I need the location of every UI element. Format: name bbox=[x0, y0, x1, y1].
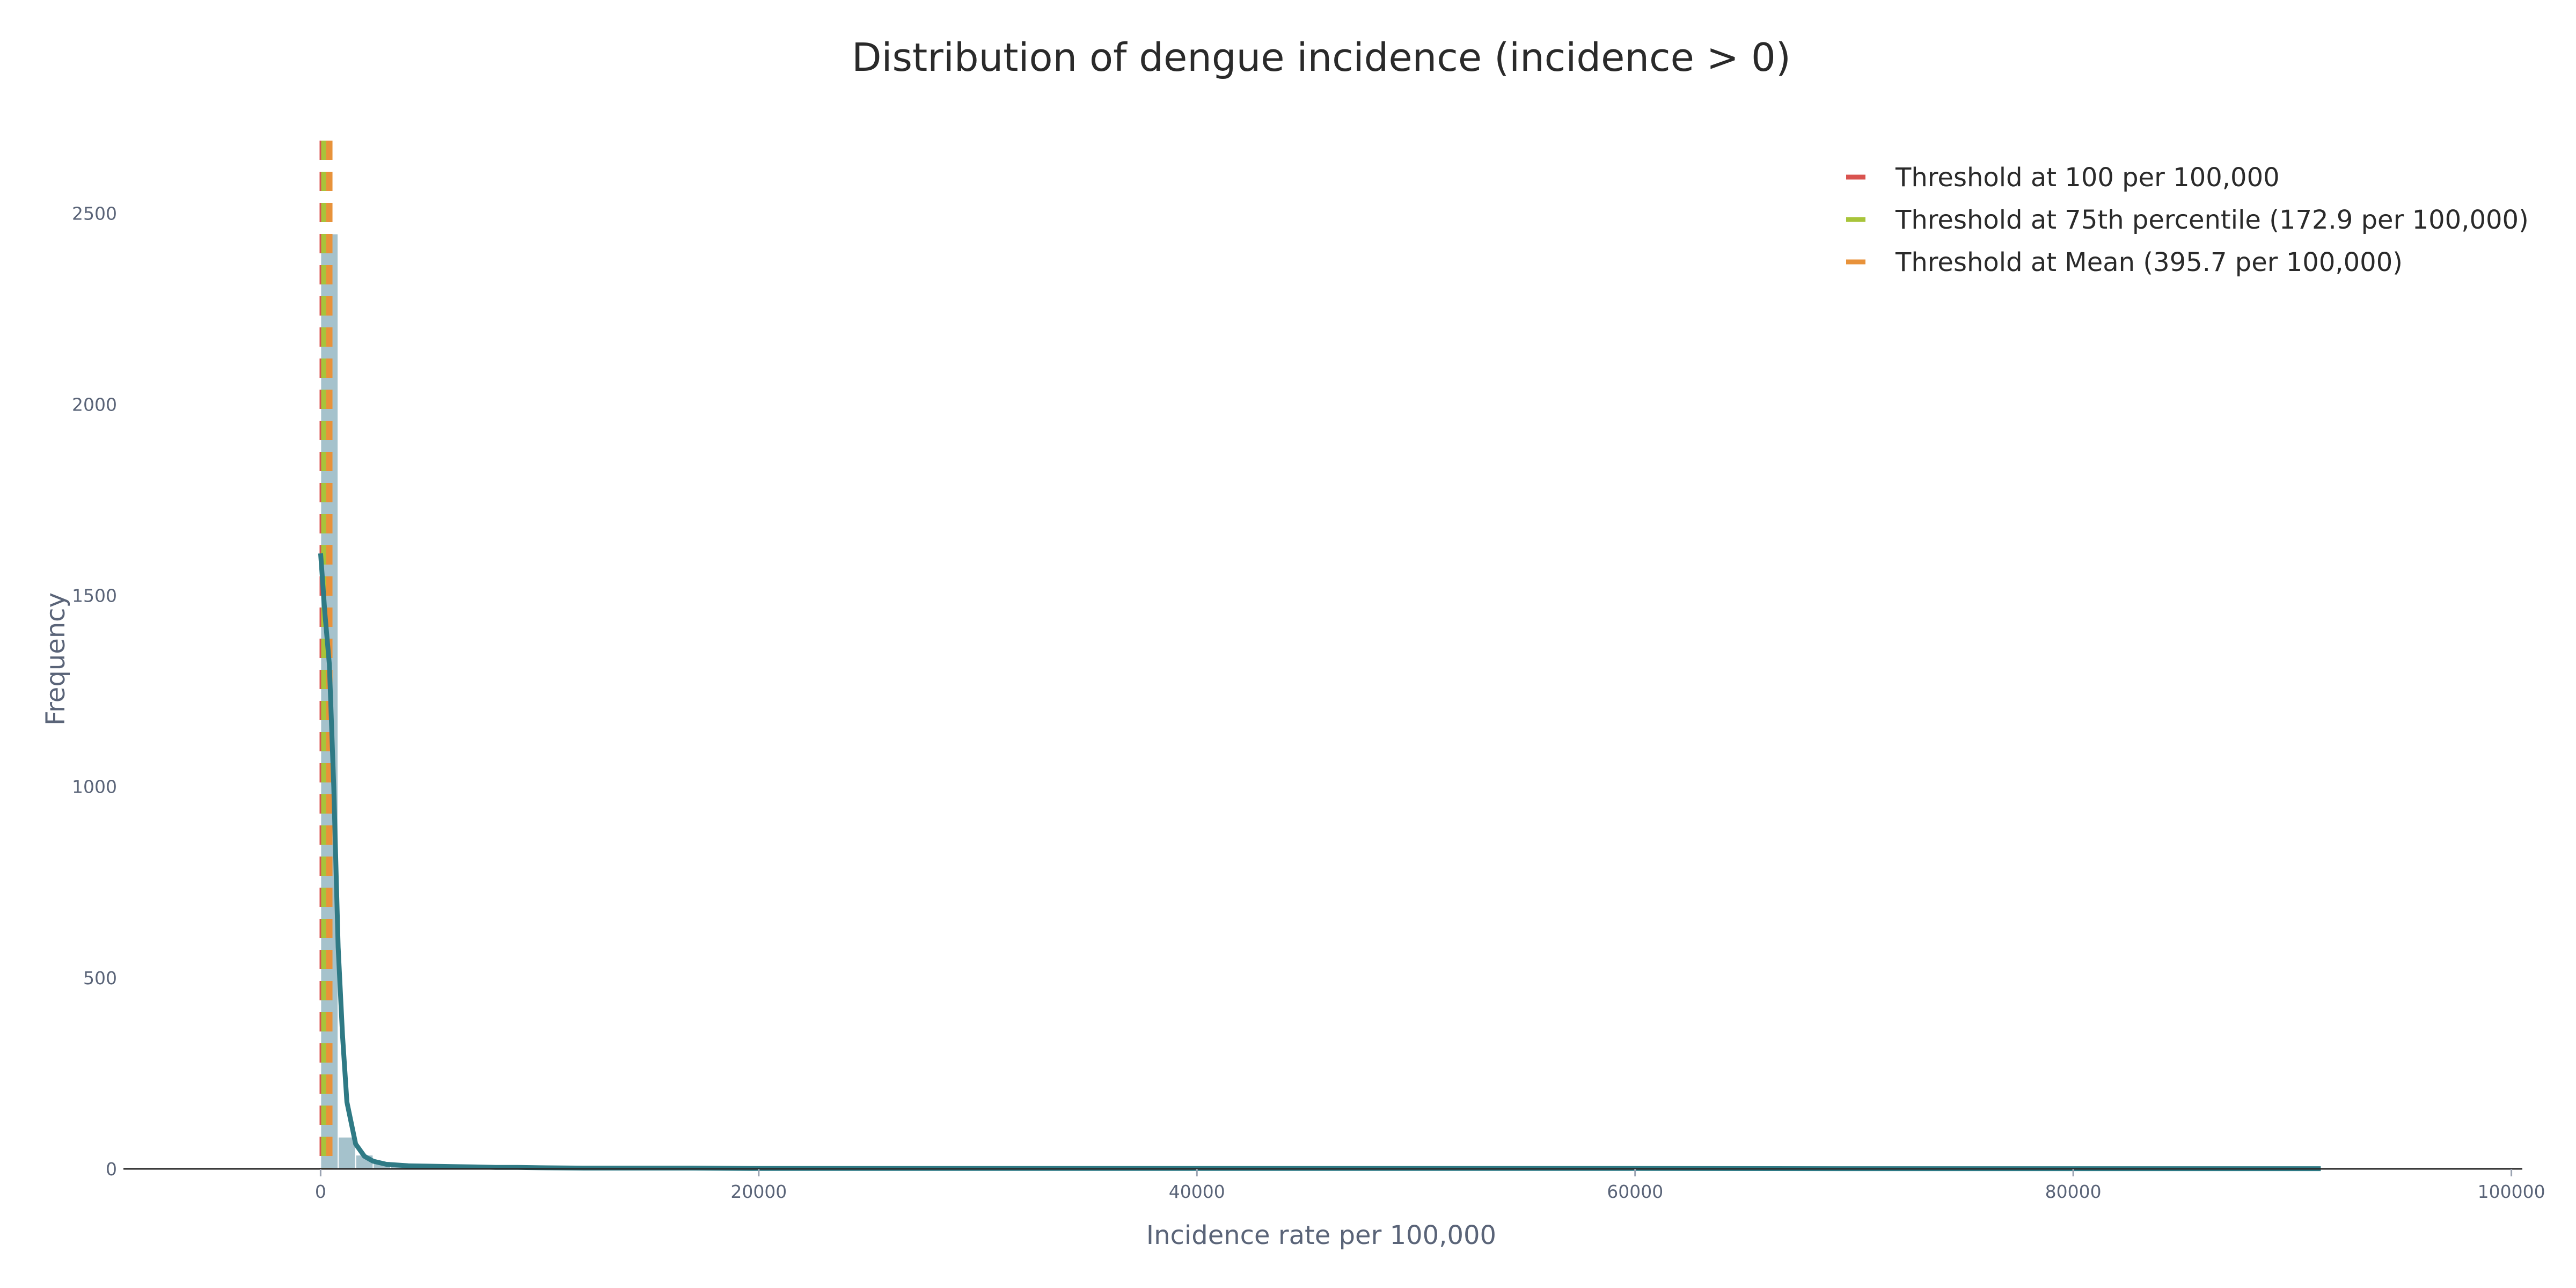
density-curve bbox=[318, 553, 2321, 1172]
chart-title: Distribution of dengue incidence (incide… bbox=[852, 35, 1791, 80]
y-tick-label: 1500 bbox=[72, 586, 117, 606]
histogram-bars bbox=[321, 234, 2318, 1169]
legend-label: Threshold at 100 per 100,000 bbox=[1895, 163, 2280, 193]
x-axis-title: Incidence rate per 100,000 bbox=[1146, 1220, 1496, 1250]
y-tick-label: 500 bbox=[83, 968, 117, 989]
y-tick-label: 2500 bbox=[72, 203, 117, 224]
axes: 0 20000 40000 60000 80000 100000 0 500 1000 1500 2… bbox=[72, 203, 2545, 1202]
x-tick-label: 80000 bbox=[2045, 1181, 2102, 1202]
y-tick-label: 2000 bbox=[72, 394, 117, 415]
legend-item-1[interactable]: Threshold at 100 per 100,000 bbox=[1846, 163, 2280, 193]
x-tick-label: 40000 bbox=[1169, 1181, 1225, 1202]
x-tick-label: 20000 bbox=[730, 1181, 787, 1202]
x-tick-label: 60000 bbox=[1607, 1181, 1663, 1202]
legend-label: Threshold at Mean (395.7 per 100,000) bbox=[1895, 247, 2403, 277]
y-tick-label: 1000 bbox=[72, 777, 117, 797]
histogram-bar bbox=[339, 1137, 355, 1169]
legend-label: Threshold at 75th percentile (172.9 per … bbox=[1895, 205, 2529, 235]
plot-area: 0 20000 40000 60000 80000 100000 0 500 1000 1500 2… bbox=[72, 141, 2545, 1202]
legend-item-2[interactable]: Threshold at 75th percentile (172.9 per … bbox=[1846, 205, 2529, 235]
legend[interactable]: Threshold at 100 per 100,000 Threshold at… bbox=[1846, 163, 2529, 277]
x-tick-label: 100000 bbox=[2478, 1181, 2545, 1202]
x-tick-label: 0 bbox=[315, 1181, 326, 1202]
y-tick-label: 0 bbox=[106, 1159, 117, 1180]
y-axis-title: Frequency bbox=[41, 592, 71, 726]
legend-item-3[interactable]: Threshold at Mean (395.7 per 100,000) bbox=[1846, 247, 2403, 277]
density-curve-layer bbox=[318, 553, 2321, 1172]
